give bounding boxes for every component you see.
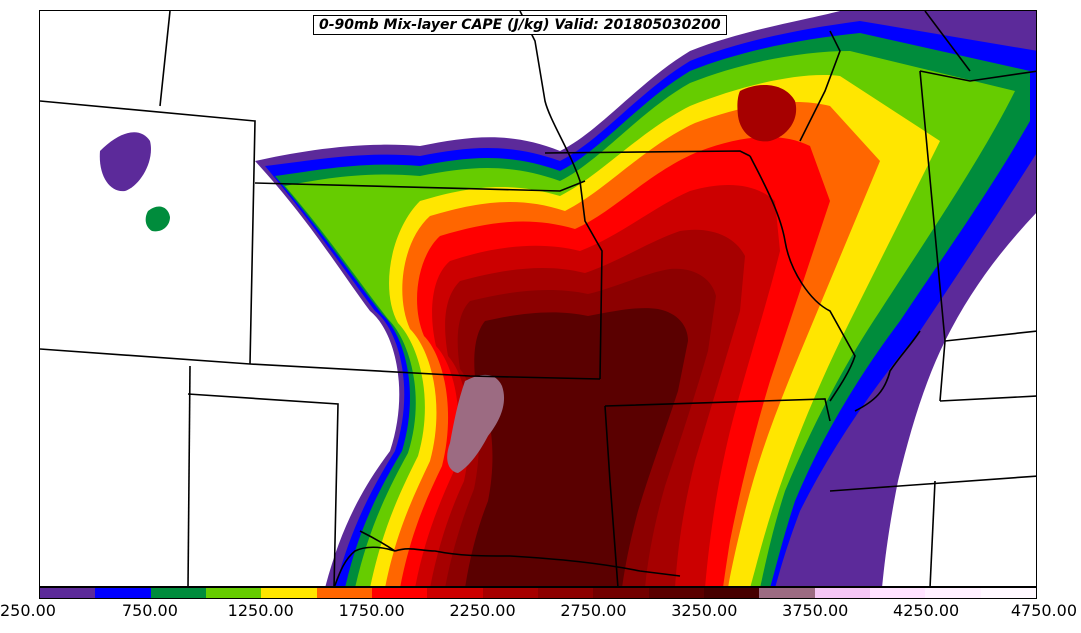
colorbar-tick-label: 250.00 [0, 601, 56, 620]
colorbar-segment [482, 588, 538, 598]
colorbar-segment [537, 588, 594, 598]
colorbar-segment [759, 588, 815, 598]
colorbar-segment [869, 588, 926, 598]
map-title: 0-90mb Mix-layer CAPE (J/kg) Valid: 2018… [313, 15, 727, 35]
colorbar-tick-label: 3750.00 [782, 601, 849, 620]
contour-west-patch [99, 132, 151, 192]
colorbar-segment [150, 588, 206, 598]
colorbar-segment [40, 588, 96, 598]
colorbar-tick-label: 2750.00 [560, 601, 627, 620]
colorbar-tick-label: 750.00 [121, 601, 178, 620]
colorbar-segment [427, 588, 483, 598]
map-frame [39, 10, 1037, 587]
cape-contours [99, 11, 1036, 586]
state-borders [40, 11, 1036, 586]
colorbar-segment [925, 588, 981, 598]
colorbar-tick-label: 1250.00 [227, 601, 294, 620]
colorbar [39, 587, 1037, 599]
colorbar-segment [205, 588, 262, 598]
colorbar-segment [593, 588, 649, 598]
colorbar-tick-label: 3250.00 [671, 601, 738, 620]
colorbar-segment [648, 588, 704, 598]
colorbar-tick-label: 2250.00 [449, 601, 516, 620]
contour-west-patch-2 [145, 206, 170, 232]
contour-blob-north [737, 85, 797, 142]
colorbar-segment [980, 588, 1036, 598]
cape-map [40, 11, 1036, 586]
colorbar-tick-label: 4750.00 [1010, 601, 1077, 620]
colorbar-tick-label: 4250.00 [893, 601, 960, 620]
colorbar-labels: 250.00 750.00 1250.00 1750.00 2250.00 2750.00… [0, 601, 1081, 623]
colorbar-segment [703, 588, 760, 598]
colorbar-segment [95, 588, 151, 598]
colorbar-segment [261, 588, 317, 598]
colorbar-tick-label: 1750.00 [338, 601, 405, 620]
colorbar-segment [316, 588, 372, 598]
colorbar-segment [371, 588, 428, 598]
contour-3750 [447, 374, 505, 473]
colorbar-segment [814, 588, 870, 598]
